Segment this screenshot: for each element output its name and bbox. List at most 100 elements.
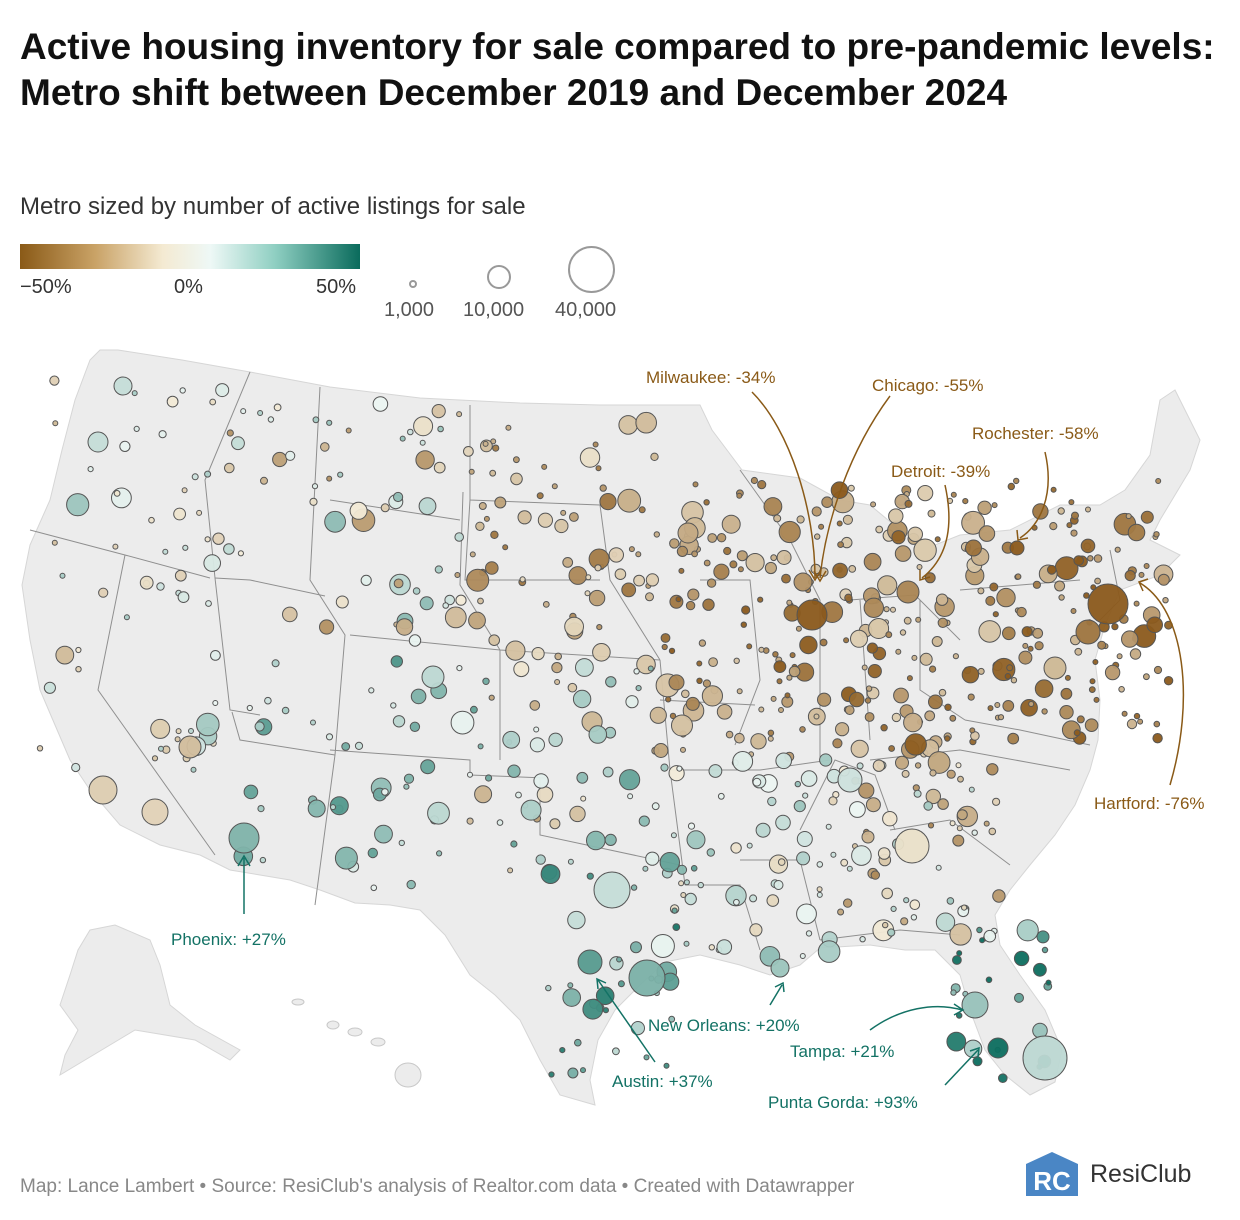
metro-bubble bbox=[1032, 627, 1044, 639]
metro-bubble bbox=[766, 894, 780, 907]
metro-bubble bbox=[212, 700, 219, 706]
metro-bubble bbox=[395, 618, 414, 636]
metro-bubble bbox=[454, 532, 465, 542]
metro-bubble bbox=[204, 536, 211, 543]
metro-bubble bbox=[992, 611, 999, 618]
metro-bubble bbox=[1155, 478, 1162, 484]
metro-bubble bbox=[1157, 573, 1170, 586]
metro-bubble bbox=[614, 568, 627, 581]
metro-bubble bbox=[466, 817, 474, 825]
metro-bubble bbox=[882, 811, 898, 827]
detroit-arrow bbox=[921, 484, 950, 579]
metro-bubble bbox=[515, 791, 522, 799]
metro-bubble bbox=[485, 774, 493, 782]
metro-bubble bbox=[976, 926, 983, 934]
metro-bubble bbox=[987, 705, 994, 712]
metro-bubble bbox=[872, 759, 886, 772]
metro-bubble bbox=[529, 700, 541, 711]
metro-bubble bbox=[595, 465, 602, 472]
metro-bubble bbox=[75, 666, 82, 673]
metro-bubble bbox=[991, 502, 998, 509]
metro-bubble bbox=[773, 660, 787, 673]
metro-bubble bbox=[1049, 522, 1058, 531]
metro-bubble bbox=[554, 652, 563, 661]
metro-bubble bbox=[312, 416, 320, 424]
metro-bubble bbox=[204, 470, 212, 478]
metro-bubble bbox=[520, 799, 542, 821]
metro-bubble bbox=[533, 726, 540, 733]
metro-bubble bbox=[917, 485, 934, 502]
metro-bubble bbox=[843, 637, 850, 644]
metro-bubble bbox=[909, 899, 921, 911]
metro-bubble bbox=[893, 687, 909, 704]
metro-bubble bbox=[882, 921, 889, 929]
hartford-arrowhead bbox=[1137, 578, 1149, 592]
metro-bubble bbox=[349, 501, 368, 520]
metro-bubble bbox=[482, 677, 490, 685]
metro-bubble bbox=[723, 546, 732, 556]
metro-bubble bbox=[243, 784, 259, 800]
metro-bubble bbox=[899, 629, 907, 636]
metro-bubble bbox=[725, 730, 734, 739]
metro-bubble bbox=[517, 510, 532, 525]
size-legend-label-small: 1,000 bbox=[384, 299, 435, 321]
metro-bubble bbox=[231, 436, 245, 451]
metro-bubble bbox=[257, 805, 265, 813]
metro-bubble bbox=[668, 647, 676, 655]
metro-bubble bbox=[43, 681, 57, 694]
metro-bubble bbox=[494, 496, 507, 509]
metro-bubble bbox=[910, 914, 918, 921]
size-legend-circle-small bbox=[409, 280, 417, 288]
metro-bubble bbox=[1034, 679, 1054, 699]
metro-bubble bbox=[559, 1047, 566, 1054]
metro-bubble bbox=[507, 764, 521, 778]
metro-bubble bbox=[1016, 606, 1027, 618]
metro-bubble bbox=[158, 745, 164, 752]
metro-bubble bbox=[880, 724, 888, 732]
metro-bubble bbox=[442, 602, 450, 609]
metro-bubble bbox=[645, 851, 660, 866]
metro-bubble bbox=[847, 484, 855, 492]
metro-bubble bbox=[934, 536, 941, 543]
metro-bubble bbox=[1058, 594, 1065, 601]
metro-bubble bbox=[861, 830, 875, 844]
metro-bubble bbox=[1111, 623, 1119, 631]
metro-bubble bbox=[505, 424, 512, 431]
metro-bubble bbox=[844, 705, 855, 715]
metro-bubble bbox=[419, 439, 426, 446]
metro-bubble bbox=[551, 662, 563, 674]
color-legend-tick-high: 50% bbox=[316, 276, 357, 298]
metro-bubble bbox=[1032, 580, 1042, 589]
annotation-hartford: Hartford: -76% bbox=[1094, 794, 1205, 813]
metro-bubble bbox=[196, 712, 220, 737]
metro-bubble bbox=[360, 574, 372, 587]
metro-bubble bbox=[786, 599, 793, 606]
metro-bubble bbox=[968, 786, 975, 793]
metro-bubble bbox=[955, 762, 962, 769]
metro-bubble bbox=[885, 631, 893, 639]
metro-bubble bbox=[203, 554, 221, 572]
metro-bubble bbox=[843, 898, 853, 908]
metro-bubble bbox=[569, 512, 579, 522]
metro-bubble bbox=[675, 596, 682, 603]
metro-bubble bbox=[112, 543, 119, 550]
metro-bubble bbox=[586, 872, 594, 880]
metro-bubble bbox=[716, 533, 727, 543]
metro-bubble bbox=[488, 694, 495, 701]
metro-bubble bbox=[736, 688, 743, 695]
metro-bubble bbox=[562, 988, 582, 1007]
metro-bubble bbox=[415, 450, 435, 470]
metro-bubble bbox=[836, 520, 843, 527]
annotation-detroit: Detroit: -39% bbox=[891, 462, 991, 481]
metro-bubble bbox=[949, 923, 972, 946]
metro-bubble bbox=[799, 953, 806, 959]
metro-bubble-chicago bbox=[796, 599, 828, 631]
rochester-arrowhead bbox=[1016, 529, 1029, 541]
metro-bubble bbox=[950, 491, 957, 498]
metro-bubble bbox=[444, 606, 467, 629]
metro-bubble bbox=[111, 487, 132, 509]
metro-bubble bbox=[716, 704, 733, 720]
metro-bubble bbox=[1094, 577, 1101, 585]
metro-bubble bbox=[413, 416, 434, 437]
metro-bubble bbox=[979, 937, 986, 944]
